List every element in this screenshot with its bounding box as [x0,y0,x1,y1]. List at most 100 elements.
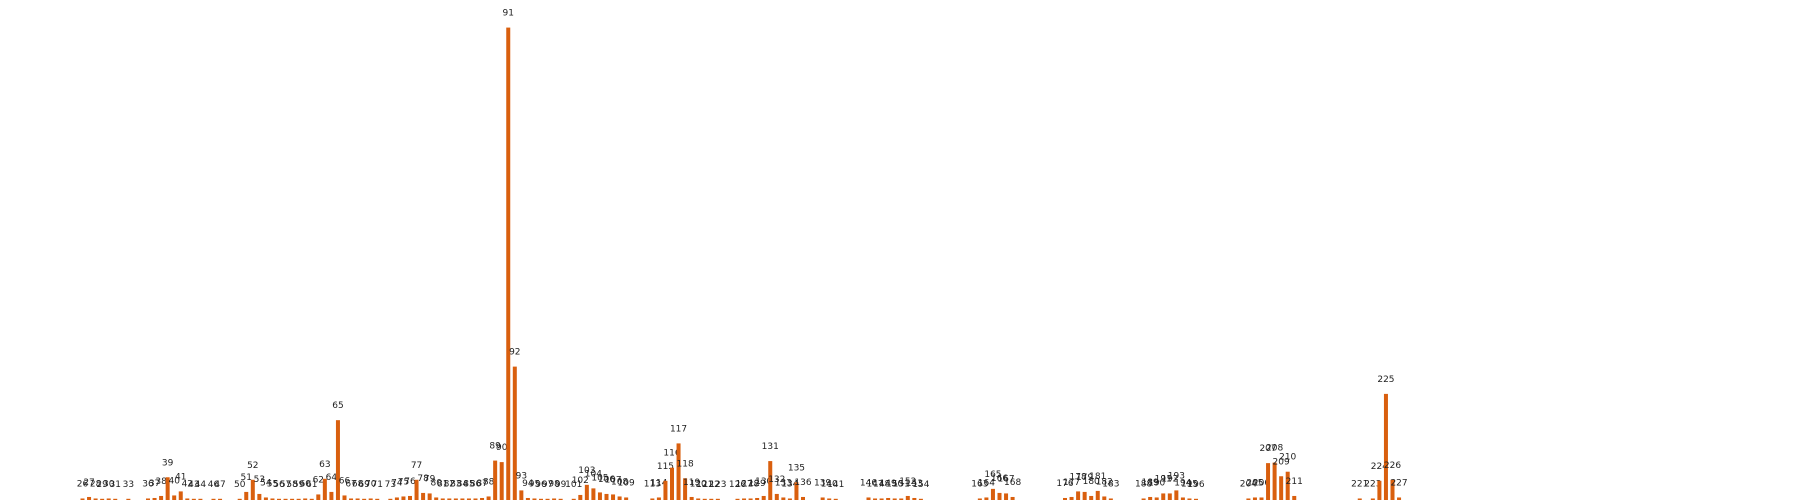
bar-label-64: 64 [326,473,338,483]
bar-113 [650,498,655,500]
bar-label-139: 139 [814,478,831,488]
bar-96 [539,498,543,500]
bar-154 [918,498,923,500]
bar-label-101: 101 [565,480,582,490]
bar-label-211: 211 [1286,477,1303,487]
bar-label-86: 86 [470,479,482,489]
bar-label-227: 227 [1390,478,1407,488]
bar-label-168: 168 [1004,478,1021,488]
bar-label-97: 97 [542,480,553,490]
bar-116 [670,467,674,500]
bar-210 [1285,471,1290,500]
bar-122 [709,498,714,500]
bar-151 [899,498,904,500]
bar-label-29: 29 [96,480,108,490]
bar-178 [1076,491,1081,500]
bar-225 [1383,393,1388,500]
bar-label-98: 98 [548,479,560,489]
bar-label-67: 67 [345,479,356,489]
bar-128 [748,498,753,500]
bar-126 [735,498,740,500]
bar-123 [715,498,720,500]
bar-177 [1069,496,1074,500]
bar-label-167: 167 [997,474,1014,484]
bar-221 [1357,498,1362,500]
bar-99 [558,498,563,500]
bar-97 [545,498,550,500]
bar-57 [283,498,288,500]
bar-108 [617,496,622,500]
bar-139 [820,497,825,500]
bar-label-191: 191 [1155,474,1172,484]
bar-90 [499,462,504,500]
bar-label-55: 55 [267,479,278,489]
bar-label-58: 58 [286,480,298,490]
bar-label-204: 204 [1240,479,1257,489]
bar-label-209: 209 [1273,457,1290,467]
bar-120 [696,498,701,500]
bar-146 [866,497,871,500]
bar-label-66: 66 [339,476,351,486]
bar-223 [1370,498,1375,500]
bar-59 [296,498,301,500]
bar-79 [427,493,432,500]
bar-76 [408,495,412,500]
bar-140 [827,498,832,500]
bar-164 [984,497,989,500]
bar-label-226: 226 [1384,461,1401,471]
bar-121 [702,498,707,500]
bar-label-78: 78 [417,474,429,484]
bar-label-121: 121 [696,480,713,490]
bar-69 [362,498,367,500]
bar-180 [1089,495,1094,500]
bar-label-108: 108 [611,477,628,487]
bar-label-120: 120 [690,479,707,489]
bar-141 [833,498,838,500]
bar-167 [1004,493,1009,500]
bar-135 [794,482,799,500]
bar-label-46: 46 [208,480,220,490]
bar-label-90: 90 [496,443,508,453]
bar-227 [1397,497,1402,500]
bar-26 [80,498,85,500]
bar-label-183: 183 [1102,479,1119,489]
bar-41 [178,491,183,500]
bar-label-74: 74 [391,478,403,488]
bar-82 [447,498,452,500]
bar-label-44: 44 [195,480,207,490]
bar-label-79: 79 [424,474,436,484]
bar-label-129: 129 [749,479,766,489]
bar-label-40: 40 [168,476,180,486]
bar-127 [742,498,747,500]
bar-88 [486,496,491,500]
bar-label-109: 109 [618,478,635,488]
bar-label-63: 63 [319,460,330,470]
bar-93 [519,490,524,500]
bar-label-62: 62 [313,475,324,485]
bar-103 [584,484,589,500]
bar-119 [689,496,694,500]
bar-81 [440,498,445,500]
bar-label-128: 128 [742,479,759,489]
bar-label-106: 106 [598,475,615,485]
bar-85 [466,498,471,500]
bar-62 [316,494,321,500]
bar-label-94: 94 [522,479,534,489]
bar-label-207: 207 [1259,444,1276,454]
bar-80 [434,497,439,500]
bar-106 [604,493,609,500]
bar-label-208: 208 [1266,444,1283,454]
bar-191 [1161,493,1166,500]
bar-89 [493,460,498,500]
bar-98 [552,498,557,500]
bar-label-136: 136 [794,478,811,488]
bar-label-163: 163 [971,479,988,489]
bar-181 [1095,490,1100,500]
bar-label-146: 146 [860,478,877,488]
bar-56 [277,498,281,500]
bar-148 [879,498,884,500]
bar-label-42: 42 [182,479,193,489]
bar-label-164: 164 [978,478,995,488]
